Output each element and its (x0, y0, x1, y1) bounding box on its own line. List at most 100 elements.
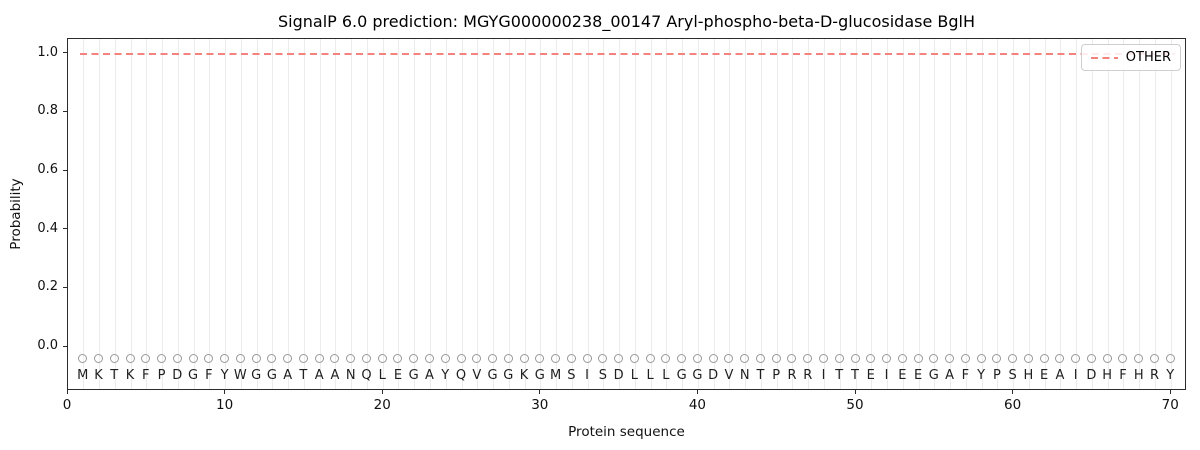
residue-marker-circle (157, 353, 167, 363)
other-line-sample (1090, 56, 1118, 59)
residue-gridline (445, 39, 447, 389)
residue-marker-circle (614, 353, 624, 363)
residue-marker-circle (724, 353, 734, 363)
residue-gridline (114, 39, 116, 389)
residue-letter: Y (977, 367, 986, 383)
residue-gridline (871, 39, 873, 389)
residue-gridline (760, 39, 762, 389)
residue-gridline (556, 39, 558, 389)
residue-letter: K (125, 367, 135, 383)
residue-marker-circle (803, 353, 813, 363)
plot-area (67, 38, 1186, 390)
residue-gridline (650, 39, 652, 389)
y-tick-mark (63, 345, 67, 347)
x-tick-mark (1012, 390, 1014, 394)
residue-gridline (240, 39, 242, 389)
y-tick-mark (63, 52, 67, 54)
residue-marker-circle (755, 353, 765, 363)
residue-letter: G (251, 367, 262, 383)
residue-gridline (824, 39, 825, 389)
residue-gridline (256, 39, 258, 389)
residue-gridline (508, 39, 510, 389)
residue-gridline (303, 39, 305, 389)
residue-gridline (1123, 39, 1125, 389)
residue-letter: Q (455, 367, 467, 383)
residue-gridline (1060, 39, 1062, 389)
residue-marker-circle (94, 353, 104, 363)
residue-gridline (319, 39, 321, 389)
residue-letter: V (724, 367, 734, 383)
residue-letter: H (1102, 367, 1113, 383)
x-tick-label: 30 (531, 397, 549, 413)
residue-gridline (1028, 39, 1030, 389)
residue-gridline (414, 39, 416, 389)
residue-letter: M (549, 367, 562, 383)
residue-gridline (1044, 39, 1046, 389)
residue-marker-circle (141, 353, 151, 363)
residue-marker-circle (1102, 353, 1112, 363)
residue-gridline (1076, 39, 1078, 389)
residue-gridline (587, 39, 589, 389)
x-axis-label: Protein sequence (568, 424, 685, 440)
residue-gridline (335, 39, 337, 389)
residue-gridline (83, 39, 85, 389)
residue-letter: H (1133, 367, 1144, 383)
residue-gridline (619, 39, 621, 389)
x-tick-label: 50 (846, 397, 864, 413)
x-tick-mark (66, 390, 68, 394)
residue-marker-circle (913, 353, 923, 363)
residue-marker-circle (897, 353, 907, 363)
residue-marker-circle (361, 353, 371, 363)
residue-gridline (981, 39, 983, 389)
residue-letter: P (992, 367, 1001, 383)
residue-marker-circle (346, 353, 356, 363)
residue-gridline (99, 39, 101, 389)
residue-marker-circle (298, 353, 308, 363)
residue-marker-circle (1149, 353, 1159, 363)
residue-marker-circle (992, 353, 1002, 363)
residue-gridline (918, 39, 920, 389)
residue-letter: M (77, 367, 89, 383)
residue-gridline (493, 39, 495, 389)
residue-letter: I (884, 367, 889, 383)
residue-letter: T (851, 367, 859, 383)
residue-letter: L (646, 367, 654, 383)
legend: OTHER (1080, 44, 1181, 71)
residue-gridline (429, 39, 431, 389)
residue-letter: Y (441, 367, 450, 383)
residue-letter: I (585, 367, 590, 383)
residue-gridline (272, 39, 274, 389)
residue-gridline (461, 39, 463, 389)
residue-gridline (902, 39, 904, 389)
residue-letter: A (945, 367, 955, 383)
legend-label: OTHER (1125, 50, 1171, 65)
residue-marker-circle (945, 353, 955, 363)
residue-gridline (162, 39, 164, 389)
residue-marker-circle (1086, 353, 1096, 363)
residue-marker-circle (1118, 353, 1128, 363)
residue-letter: G (928, 367, 939, 383)
residue-letter: G (534, 367, 545, 383)
residue-gridline (808, 39, 810, 389)
residue-letter: G (188, 367, 199, 383)
residue-gridline (887, 39, 889, 389)
x-tick-mark (539, 390, 541, 394)
residue-letter: L (378, 367, 386, 383)
residue-letter: E (913, 367, 923, 383)
residue-letter: A (330, 367, 340, 383)
y-tick-label: 0.8 (37, 103, 58, 119)
residue-gridline (146, 39, 148, 389)
residue-gridline (792, 39, 794, 389)
residue-gridline (540, 39, 542, 389)
residue-letter: A (425, 367, 434, 383)
residue-gridline (634, 39, 636, 389)
residue-gridline (382, 39, 384, 389)
residue-gridline (351, 39, 353, 389)
residue-letter: V (472, 367, 482, 383)
residue-letter: S (598, 367, 607, 383)
residue-marker-circle (1008, 353, 1018, 363)
residue-letter: A (283, 367, 293, 383)
residue-marker-circle (566, 353, 576, 363)
residue-gridline (1154, 39, 1156, 389)
residue-letter: I (1073, 367, 1078, 383)
